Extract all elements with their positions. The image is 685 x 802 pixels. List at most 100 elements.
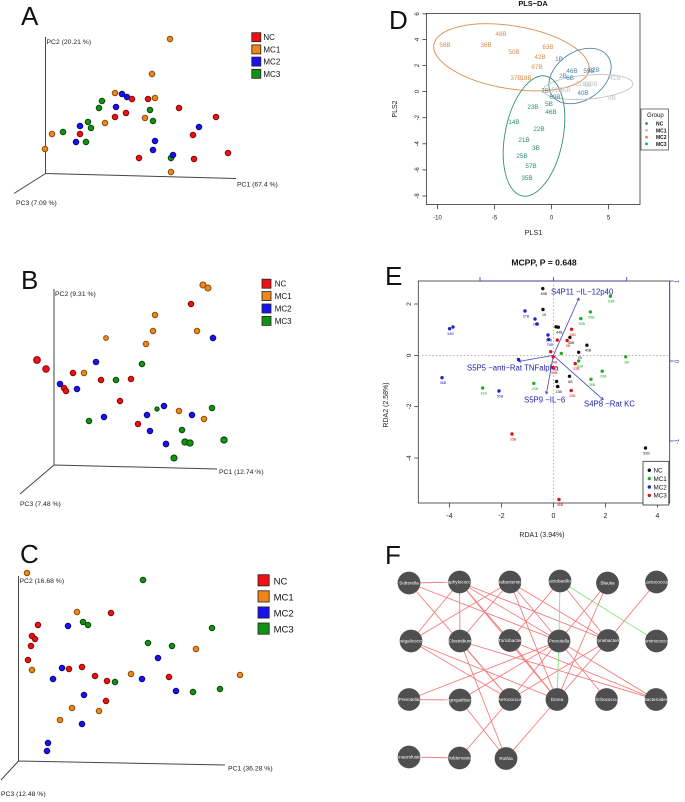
svg-text:RDA2 (2.58%): RDA2 (2.58%) [383, 382, 390, 427]
svg-text:B: B [21, 265, 38, 295]
svg-text:Lactobacillus: Lactobacillus [547, 579, 574, 584]
svg-text:5: 5 [607, 216, 611, 222]
svg-text:33B: 33B [573, 367, 580, 371]
svg-text:0: 0 [415, 89, 421, 93]
svg-text:PC1 (67.4 %): PC1 (67.4 %) [237, 182, 278, 189]
svg-text:RDA1 (3.94%): RDA1 (3.94%) [519, 532, 564, 539]
svg-text:59B: 59B [583, 68, 594, 75]
svg-text:F: F [385, 540, 401, 570]
svg-text:Lactococcus: Lactococcus [644, 580, 670, 585]
svg-text:5B: 5B [566, 344, 571, 348]
svg-text:25B: 25B [516, 153, 527, 160]
svg-text:NC: NC [656, 122, 664, 128]
svg-text:Dorea: Dorea [551, 697, 564, 702]
svg-text:2: 2 [604, 513, 608, 520]
svg-text:-2: -2 [415, 114, 421, 120]
svg-text:D: D [389, 5, 408, 35]
svg-text:PC2 (9.31 %): PC2 (9.31 %) [55, 291, 96, 298]
svg-text:MC2: MC2 [275, 305, 292, 314]
svg-text:13B: 13B [555, 390, 562, 394]
svg-text:PLS2: PLS2 [392, 100, 399, 117]
svg-text:69B: 69B [541, 292, 548, 296]
svg-text:MC1: MC1 [263, 45, 280, 54]
svg-text:PLS1: PLS1 [525, 228, 543, 237]
svg-text:4: 4 [415, 37, 421, 41]
svg-text:51B: 51B [551, 87, 562, 94]
svg-text:-6: -6 [415, 167, 421, 173]
svg-text:MC2: MC2 [654, 484, 668, 491]
svg-text:3B: 3B [532, 145, 540, 152]
svg-text:-1: -1 [675, 438, 681, 444]
svg-text:65B: 65B [588, 315, 595, 319]
svg-text:50B: 50B [497, 395, 504, 399]
svg-text:Corynebacterium: Corynebacterium [591, 638, 626, 643]
svg-text:50B: 50B [508, 49, 519, 56]
svg-text:57B: 57B [525, 163, 536, 170]
svg-text:Aerococcus: Aerococcus [498, 697, 523, 702]
svg-text:Turicibacter: Turicibacter [498, 638, 522, 643]
svg-text:22B: 22B [533, 126, 544, 133]
svg-text:NC: NC [274, 576, 288, 587]
svg-text:26B: 26B [569, 333, 576, 337]
svg-text:5B: 5B [545, 101, 553, 108]
svg-text:44B: 44B [556, 331, 563, 335]
svg-text:PLS−DA: PLS−DA [518, 0, 548, 8]
svg-text:35B: 35B [510, 438, 517, 442]
svg-text:8B: 8B [608, 95, 616, 102]
svg-text:1B: 1B [555, 56, 563, 63]
svg-text:MC1: MC1 [654, 476, 668, 483]
svg-text:NC: NC [275, 280, 287, 289]
svg-text:8B: 8B [624, 360, 629, 364]
svg-text:63B: 63B [542, 44, 553, 51]
svg-text:41B: 41B [609, 75, 620, 82]
svg-text:Trichococcus: Trichococcus [593, 697, 621, 702]
svg-text:56B: 56B [439, 42, 450, 49]
svg-text:Rothia: Rothia [499, 756, 513, 761]
svg-text:A: A [21, 1, 39, 31]
svg-text:46B: 46B [545, 109, 556, 116]
svg-text:-4: -4 [415, 140, 421, 146]
svg-text:-5: -5 [492, 216, 498, 222]
svg-text:Anaerofustis: Anaerofustis [396, 755, 422, 760]
svg-text:46B: 46B [566, 68, 577, 75]
svg-text:MC3: MC3 [263, 70, 280, 79]
svg-text:0: 0 [550, 216, 554, 222]
svg-text:36B: 36B [589, 383, 596, 387]
svg-text:0: 0 [406, 353, 413, 357]
svg-text:67B: 67B [531, 64, 542, 71]
svg-text:19: 19 [542, 313, 546, 317]
svg-text:18B: 18B [520, 75, 531, 82]
svg-text:52B: 52B [643, 452, 650, 456]
svg-text:PC3 (7.09 %): PC3 (7.09 %) [16, 200, 57, 207]
svg-text:MC1: MC1 [275, 292, 292, 301]
svg-text:MC1: MC1 [656, 128, 667, 134]
svg-text:Holdemania: Holdemania [447, 756, 472, 761]
svg-text:0: 0 [552, 513, 556, 520]
svg-text:Group: Group [647, 113, 664, 119]
svg-text:S4P11 −IL−12p40: S4P11 −IL−12p40 [551, 288, 614, 297]
svg-text:PC3 (12.48 %): PC3 (12.48 %) [1, 791, 46, 797]
svg-text:42B: 42B [534, 54, 545, 61]
svg-text:46B: 46B [557, 503, 564, 507]
svg-text:PC1 (36.28 %): PC1 (36.28 %) [228, 766, 273, 773]
svg-text:40B: 40B [585, 349, 592, 353]
svg-text:Parabacteroides: Parabacteroides [493, 580, 527, 585]
svg-text:Bacteroides: Bacteroides [644, 697, 669, 702]
svg-text:-4: -4 [406, 455, 413, 461]
svg-text:PC1 (12.74 %): PC1 (12.74 %) [219, 469, 264, 476]
svg-text:2: 2 [406, 302, 413, 306]
svg-text:-8: -8 [415, 193, 421, 199]
svg-text:45B: 45B [568, 341, 575, 345]
svg-text:4: 4 [656, 513, 660, 520]
svg-text:20B: 20B [532, 387, 539, 391]
svg-text:C: C [20, 539, 39, 569]
svg-text:24B: 24B [551, 360, 558, 364]
svg-text:2: 2 [415, 63, 421, 67]
svg-text:Staphylococcus: Staphylococcus [443, 580, 476, 585]
svg-text:MC3: MC3 [275, 317, 292, 326]
svg-text:2B: 2B [559, 73, 567, 80]
svg-text:MC2: MC2 [656, 135, 667, 141]
svg-text:1B: 1B [555, 385, 560, 389]
svg-text:30B: 30B [600, 375, 607, 379]
svg-text:69B: 69B [549, 94, 560, 101]
